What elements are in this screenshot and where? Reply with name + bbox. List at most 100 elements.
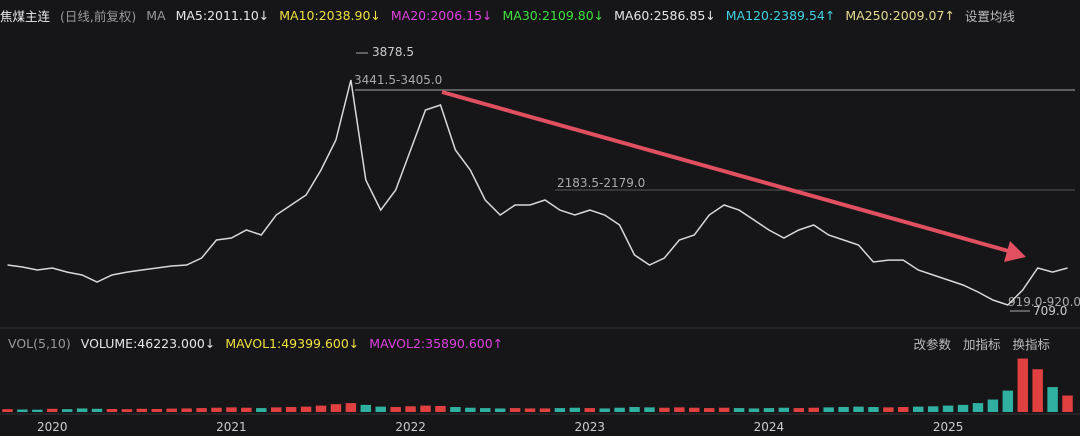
volume-bar	[211, 407, 222, 412]
volume-bar	[868, 407, 879, 412]
x-tick-label: 2025	[933, 420, 964, 434]
volume-bar	[196, 408, 207, 412]
volume-bar	[166, 408, 177, 412]
volume-bar	[584, 408, 595, 412]
volume-bar	[420, 405, 431, 412]
volume-bar	[1062, 395, 1073, 412]
volume-bar	[569, 407, 581, 412]
x-tick-label: 2021	[216, 420, 247, 434]
volume-bar	[1047, 387, 1058, 412]
volume-bar	[554, 408, 566, 412]
volume-bar	[883, 407, 894, 412]
volume-bar	[853, 406, 864, 412]
volume-bar	[763, 408, 775, 412]
volume-bar	[270, 407, 282, 412]
trend-arrow	[441, 90, 1013, 254]
volume-bar	[957, 404, 969, 412]
x-tick-label: 2023	[574, 420, 605, 434]
volume-bar	[480, 408, 491, 412]
volume-bar	[733, 408, 745, 412]
volume-indicator: VOLUME:46223.000↓	[80, 335, 216, 351]
volume-bar	[674, 407, 685, 412]
volume-bar	[539, 408, 551, 412]
volume-bar	[91, 408, 103, 412]
volume-bar	[256, 408, 267, 412]
volume-bar	[1017, 358, 1028, 412]
volume-bar	[972, 403, 984, 412]
volume-bar	[330, 404, 342, 412]
volume-bar	[315, 405, 327, 412]
volume-bar	[599, 408, 610, 412]
volume-bar	[689, 407, 700, 412]
volume-bar	[390, 407, 401, 412]
x-tick-label: 2022	[395, 420, 426, 434]
volume-header: VOL(5,10) VOLUME:46223.000↓ MAVOL1:49399.…	[0, 333, 1080, 353]
volume-bar	[808, 407, 819, 412]
volume-bar	[748, 408, 760, 412]
ma-label: MA	[146, 7, 166, 23]
ma-indicator: MA5:2011.10↓	[175, 7, 270, 23]
volume-bar	[241, 407, 252, 412]
volume-bar	[375, 406, 386, 412]
price-line	[7, 79, 1068, 306]
volume-bar	[942, 405, 954, 412]
volume-bar	[913, 406, 924, 412]
volume-bar	[285, 407, 297, 412]
volume-bar	[106, 408, 118, 412]
volume-bar	[405, 406, 416, 412]
volume-bar	[778, 407, 790, 412]
volume-bar	[151, 408, 162, 412]
volume-bar	[1032, 369, 1043, 412]
volume-bar	[450, 407, 461, 412]
volume-indicator: MAVOL2:35890.600↑	[369, 335, 504, 351]
volume-bar	[32, 409, 43, 412]
volume-bar	[17, 409, 28, 412]
settings-button[interactable]: 设置均线	[964, 8, 1015, 24]
volume-bar	[823, 407, 834, 412]
ma-indicator: MA120:2389.54↑	[725, 7, 836, 23]
volume-bar	[76, 408, 88, 412]
indicator-buttons: 改参数 加指标 换指标	[901, 333, 1050, 353]
indicator-button[interactable]: 换指标	[1012, 336, 1050, 352]
volume-bar	[793, 408, 805, 412]
volume-bar	[465, 407, 476, 412]
subtitle: (日线,前复权)	[60, 8, 137, 24]
volume-bar	[927, 406, 939, 412]
volume-bar	[838, 407, 849, 412]
x-tick-label: 2024	[754, 420, 785, 434]
volume-bar	[1002, 390, 1014, 412]
annotation: 3878.5	[372, 45, 414, 59]
volume-bar	[136, 408, 148, 412]
volume-bar	[987, 399, 999, 412]
ma-indicator: MA250:2009.07↑	[845, 7, 955, 23]
volume-bar	[47, 408, 58, 412]
volume-bar	[300, 406, 312, 412]
ma-indicator: MA20:2006.15↓	[390, 7, 493, 23]
volume-bar	[181, 408, 192, 412]
indicators: MA5:2011.10↓ MA10:2038.90↓ MA20:2006.15↓ MA…	[176, 8, 965, 23]
volume-indicator: MAVOL1:49399.600↓	[225, 335, 360, 351]
volume-bar	[226, 407, 237, 412]
price-header: 焦煤主连 (日线,前复权) MA MA5:2011.10↓ MA10:2038.9…	[0, 4, 1080, 26]
volume-bar	[509, 408, 521, 412]
ma-indicator: MA30:2109.80↓	[502, 7, 605, 23]
annotation: 709.0	[1033, 304, 1067, 318]
indicator-button[interactable]: 改参数	[913, 336, 951, 352]
volume-indicators: VOLUME:46223.000↓ MAVOL1:49399.600↓ MAVOL2…	[81, 336, 513, 351]
volume-bar	[435, 405, 446, 412]
volume-bar	[121, 409, 133, 412]
annotation: 919.0-920.0	[1008, 295, 1080, 309]
volume-bar	[629, 407, 640, 412]
volume-bar	[494, 408, 506, 412]
title: 焦煤主连	[0, 8, 51, 24]
volume-bar	[898, 407, 909, 412]
volume-bar	[703, 408, 715, 412]
volume-label: VOL(5,10)	[8, 335, 71, 351]
volume-bar	[2, 409, 13, 412]
indicator-button[interactable]: 加指标	[962, 336, 1001, 352]
volume-bar	[524, 408, 536, 412]
trend-arrow-head	[1004, 241, 1026, 262]
annotation: 3441.5-3405.0	[354, 73, 442, 87]
